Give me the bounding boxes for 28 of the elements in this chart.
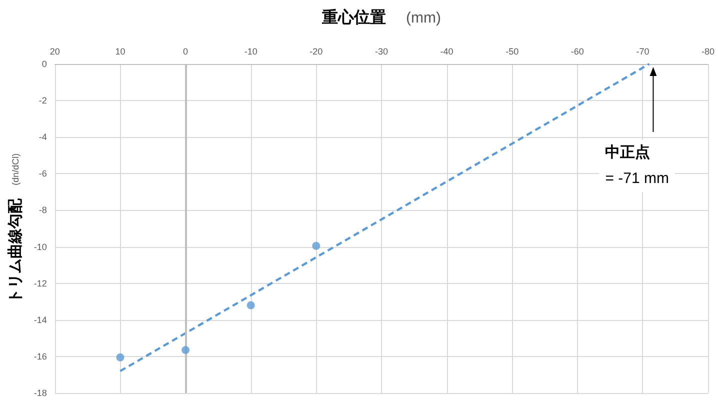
x-tick-label: 10 bbox=[115, 46, 126, 56]
point bbox=[312, 242, 320, 250]
point bbox=[246, 301, 255, 310]
y-tick-label: 0 bbox=[42, 59, 47, 69]
x-tick-label: -50 bbox=[506, 46, 519, 56]
x-tick-label: 20 bbox=[50, 46, 60, 56]
y-tick-label: -4 bbox=[38, 132, 47, 142]
x-tick-label: -60 bbox=[570, 46, 584, 56]
y-tick-label: -2 bbox=[38, 96, 47, 106]
point bbox=[182, 346, 190, 354]
x-tick-label: -70 bbox=[636, 46, 650, 56]
y-tick-label: -12 bbox=[34, 278, 47, 288]
x-tick-label: -20 bbox=[310, 46, 323, 56]
x-tick-label: -40 bbox=[440, 46, 454, 56]
y-tick-label: -6 bbox=[38, 168, 47, 179]
x-tick-label: 0 bbox=[183, 46, 188, 56]
x-tick-label: -30 bbox=[374, 46, 388, 56]
y-tick-label: -8 bbox=[38, 205, 47, 216]
point bbox=[116, 353, 124, 362]
y-tick-label: -10 bbox=[34, 242, 47, 252]
y-tick-label: -14 bbox=[34, 314, 47, 325]
y-axis-title: トリム曲線勾配 (dn/dCl) bbox=[7, 153, 24, 304]
x-tick-label: -80 bbox=[701, 46, 715, 56]
y-tick-label: -18 bbox=[34, 388, 47, 398]
y-tick-label: -16 bbox=[34, 351, 47, 362]
annotation: 中正点 = -71 mm bbox=[605, 143, 669, 189]
x-tick-label: -10 bbox=[244, 46, 258, 56]
text: 重心位置 (mm) bbox=[322, 10, 441, 26]
